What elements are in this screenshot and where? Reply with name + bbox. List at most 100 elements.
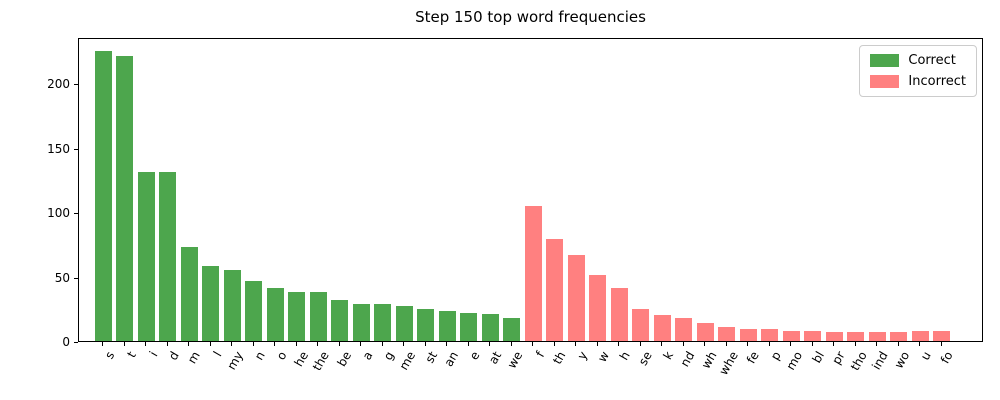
plot-area: Correct Incorrect — [78, 38, 983, 342]
x-tick-mark — [575, 342, 576, 346]
bar-fe — [739, 329, 757, 341]
x-tick-label-e: e — [466, 349, 483, 363]
bar-me — [395, 306, 413, 341]
x-tick-label-wh: wh — [698, 349, 720, 372]
x-tick-label-nd: nd — [677, 349, 698, 370]
bar-y — [567, 254, 585, 341]
x-tick-label-my: my — [224, 349, 247, 373]
x-tick-mark — [295, 342, 297, 346]
y-tick-mark — [74, 148, 78, 150]
bar-the — [309, 292, 327, 341]
x-tick-label-pr: pr — [829, 349, 849, 367]
x-tick-label-g: g — [380, 349, 397, 363]
bar-i — [137, 172, 155, 341]
x-tick-label-fo: fo — [937, 349, 956, 367]
x-tick-mark — [897, 342, 899, 346]
bar-m — [180, 247, 198, 341]
bar-h — [610, 288, 628, 341]
x-tick-label-ind: ind — [869, 349, 892, 373]
x-tick-label-d: d — [165, 349, 182, 363]
bar-be — [331, 299, 348, 341]
x-tick-mark — [489, 342, 490, 346]
x-tick-label-bl: bl — [809, 349, 827, 366]
y-tick-mark — [74, 342, 78, 343]
bar-my — [223, 270, 241, 341]
x-tick-mark — [123, 342, 125, 346]
x-tick-mark — [661, 342, 662, 346]
x-tick-label-n: n — [251, 349, 268, 363]
bar-wo — [890, 332, 907, 341]
x-tick-mark — [811, 342, 813, 346]
x-tick-mark — [790, 342, 791, 346]
y-tick-label-50: 50 — [54, 270, 70, 285]
bar-whe — [718, 326, 735, 341]
legend-swatch-incorrect-icon — [870, 75, 900, 88]
x-tick-label-st: st — [422, 349, 440, 366]
x-tick-mark — [360, 342, 361, 346]
x-tick-label-w: w — [594, 349, 612, 365]
x-tick-label-he: he — [291, 349, 311, 369]
x-tick-mark — [188, 342, 189, 346]
legend: Correct Incorrect — [859, 45, 977, 97]
x-tick-label-u: u — [918, 349, 935, 363]
x-tick-label-s: s — [101, 349, 118, 362]
bar-t — [116, 56, 133, 341]
legend-label-correct: Correct — [908, 53, 956, 68]
x-tick-label-an: an — [441, 349, 462, 369]
bar-n — [245, 280, 262, 341]
x-tick-mark — [553, 342, 555, 346]
y-tick-mark — [74, 277, 78, 279]
x-tick-label-t: t — [124, 349, 139, 361]
bar-nd — [675, 317, 692, 341]
x-tick-mark — [467, 342, 469, 346]
y-tick-mark — [74, 84, 78, 86]
x-tick-mark — [876, 342, 877, 346]
x-tick-mark — [102, 342, 103, 346]
x-tick-mark — [209, 342, 211, 346]
y-tick-label-0: 0 — [62, 335, 70, 349]
bar-d — [159, 172, 176, 341]
legend-item-correct: Correct — [870, 53, 966, 68]
x-tick-mark — [682, 342, 684, 346]
x-tick-mark — [919, 342, 920, 346]
x-tick-label-se: se — [635, 349, 655, 368]
x-tick-mark — [768, 342, 770, 346]
chart-title: Step 150 top word frequencies — [415, 8, 646, 26]
bar-wh — [696, 323, 714, 341]
x-tick-label-be: be — [334, 349, 354, 369]
x-tick-label-me: me — [396, 349, 419, 373]
bar-w — [589, 275, 606, 341]
x-tick-label-o: o — [273, 349, 290, 363]
x-tick-mark — [446, 342, 447, 346]
bar-g — [374, 303, 391, 341]
x-tick-label-i: i — [146, 349, 161, 359]
legend-swatch-correct-icon — [870, 54, 900, 67]
x-tick-label-the: the — [310, 349, 333, 374]
x-tick-mark — [854, 342, 856, 346]
x-tick-mark — [166, 342, 168, 346]
bar-an — [438, 311, 456, 341]
x-tick-mark — [510, 342, 512, 346]
y-tick-label-200: 200 — [47, 77, 70, 92]
bar-mo — [782, 330, 800, 341]
bar-he — [288, 292, 305, 341]
x-tick-label-we: we — [504, 349, 526, 371]
bar-we — [503, 317, 520, 341]
bar-tho — [847, 332, 864, 341]
bar-e — [460, 312, 477, 341]
bar-s — [94, 51, 112, 341]
bar-pr — [825, 332, 843, 341]
x-tick-label-a: a — [359, 349, 376, 363]
bar-o — [266, 288, 284, 341]
y-tick-mark — [74, 213, 78, 215]
x-tick-mark — [940, 342, 942, 346]
bar-l — [202, 266, 219, 341]
x-tick-mark — [274, 342, 275, 346]
bar-ind — [868, 332, 886, 341]
x-tick-mark — [252, 342, 254, 346]
x-tick-mark — [145, 342, 146, 346]
x-tick-mark — [403, 342, 404, 346]
x-tick-label-wo: wo — [891, 349, 913, 371]
y-tick-label-150: 150 — [47, 141, 70, 156]
